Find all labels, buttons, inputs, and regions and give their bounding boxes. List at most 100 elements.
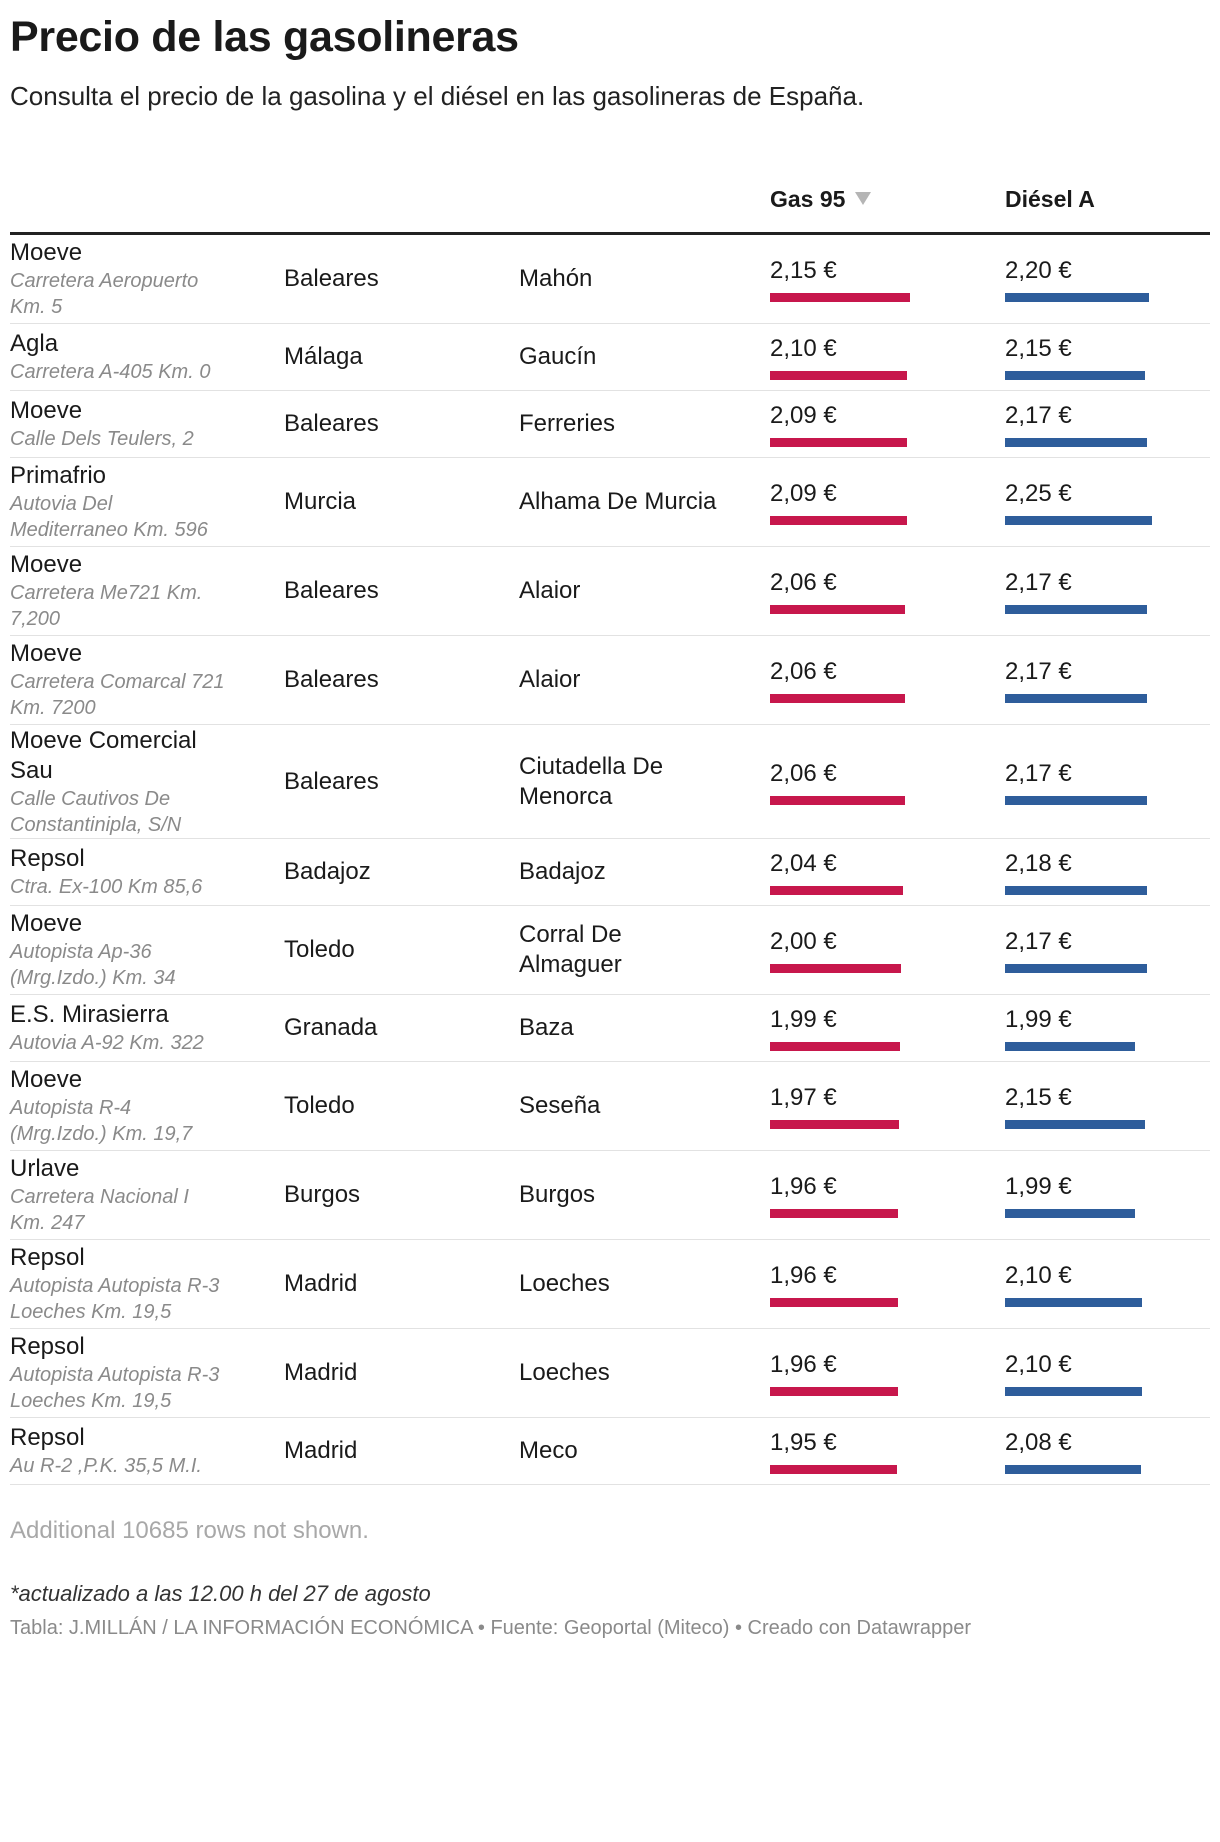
station-name: Repsol: [10, 1333, 85, 1360]
station-cell: Urlave Carretera Nacional I Km. 247: [10, 1154, 230, 1236]
station-address: Carretera A-405 Km. 0: [10, 361, 211, 383]
column-header-gas95-label: Gas 95: [770, 186, 846, 212]
town-cell: Corral De Almaguer: [519, 921, 622, 978]
station-cell: Repsol Autopista Autopista R-3 Loeches Km…: [10, 1332, 230, 1414]
town-cell: Alaior: [519, 666, 581, 693]
gas95-cell: 2,00 €: [770, 927, 970, 973]
province-cell: Toledo: [284, 936, 355, 963]
page-title: Precio de las gasolineras: [10, 13, 519, 61]
station-address: Carretera Me721 Km. 7,200: [10, 582, 203, 630]
diesel-value: 2,17 €: [1005, 928, 1072, 955]
station-address: Ctra. Ex-100 Km 85,6: [10, 876, 203, 898]
gas95-cell: 2,04 €: [770, 849, 970, 895]
diesel-value: 2,10 €: [1005, 1351, 1072, 1378]
station-name: Moeve: [10, 239, 83, 266]
gas95-value: 2,00 €: [770, 928, 837, 955]
gas95-cell: 2,06 €: [770, 759, 970, 805]
page-subtitle: Consulta el precio de la gasolina y el d…: [10, 81, 865, 111]
diesel-bar: [1005, 438, 1147, 447]
diesel-value: 2,17 €: [1005, 759, 1072, 787]
diesel-bar: [1005, 1209, 1135, 1218]
gas95-value: 1,96 €: [770, 1262, 837, 1289]
diesel-bar: [1005, 886, 1147, 895]
gas95-value: 1,97 €: [770, 1084, 837, 1111]
gas95-value: 1,99 €: [770, 1006, 837, 1033]
station-name: Moeve: [10, 1066, 83, 1093]
gas95-cell: 1,95 €: [770, 1428, 970, 1474]
gas95-bar: [770, 1387, 898, 1396]
table-row: Repsol Autopista Autopista R-3 Loeches Km…: [10, 1329, 1210, 1418]
town-cell: Loeches: [519, 1359, 610, 1386]
station-name: Repsol: [10, 1244, 85, 1271]
station-cell: E.S. Mirasierra Autovia A-92 Km. 322: [10, 1000, 230, 1056]
station-address: Autopista Autopista R-3 Loeches Km. 19,5: [10, 1364, 220, 1412]
diesel-cell: 2,10 €: [1005, 1350, 1205, 1396]
update-note: *actualizado a las 12.00 h del 27 de ago…: [10, 1581, 431, 1606]
chart-container: Precio de las gasolineras Consulta el pr…: [10, 13, 1220, 1639]
diesel-value: 2,17 €: [1005, 658, 1072, 685]
gas95-cell: 1,96 €: [770, 1172, 970, 1218]
diesel-value: 2,10 €: [1005, 1262, 1072, 1289]
table-row: Primafrio Autovia Del Mediterraneo Km. 59…: [10, 458, 1210, 547]
diesel-value: 1,99 €: [1005, 1006, 1072, 1033]
diesel-cell: 2,25 €: [1005, 479, 1205, 525]
diesel-value: 2,08 €: [1005, 1429, 1072, 1456]
station-cell: Moeve Carretera Comarcal 721 Km. 7200: [10, 639, 230, 721]
gas95-cell: 2,09 €: [770, 401, 970, 447]
province-cell: Málaga: [284, 343, 363, 370]
table-row: Repsol Autopista Autopista R-3 Loeches Km…: [10, 1240, 1210, 1329]
province-cell: Granada: [284, 1014, 378, 1041]
rows-not-shown-note: Additional 10685 rows not shown.: [10, 1517, 369, 1544]
gas95-bar: [770, 795, 905, 805]
station-name: Repsol: [10, 845, 85, 872]
diesel-bar: [1005, 1387, 1142, 1396]
province-cell: Baleares: [284, 577, 379, 604]
gas95-cell: 1,96 €: [770, 1261, 970, 1307]
table-row: Moeve Carretera Aeropuerto Km. 5 Baleares M…: [10, 235, 1210, 324]
diesel-bar: [1005, 293, 1149, 302]
diesel-value: 2,20 €: [1005, 257, 1072, 284]
diesel-cell: 2,17 €: [1005, 759, 1205, 805]
gas95-bar: [770, 516, 907, 525]
column-header-gas95[interactable]: Gas 95: [770, 186, 872, 213]
diesel-value: 1,99 €: [1005, 1173, 1072, 1200]
province-cell: Badajoz: [284, 858, 371, 885]
diesel-bar: [1005, 964, 1147, 973]
station-name: Moeve Comercial Sau: [10, 726, 197, 784]
diesel-bar: [1005, 1465, 1141, 1474]
station-name: Moeve: [10, 397, 83, 424]
station-cell: Repsol Autopista Autopista R-3 Loeches Km…: [10, 1243, 230, 1325]
gas95-bar: [770, 1298, 898, 1307]
diesel-cell: 1,99 €: [1005, 1005, 1205, 1051]
sort-descending-icon: [855, 192, 872, 206]
town-cell: Baza: [519, 1014, 574, 1041]
station-cell: Repsol Au R-2 ,P.K. 35,5 M.I.: [10, 1423, 230, 1479]
gas95-cell: 1,97 €: [770, 1083, 970, 1129]
province-cell: Baleares: [284, 666, 379, 693]
town-cell: Alaior: [519, 577, 581, 604]
table-row: Agla Carretera A-405 Km. 0 Málaga Gaucín 2,1…: [10, 324, 1210, 391]
diesel-bar: [1005, 1120, 1145, 1129]
town-cell: Alhama De Murcia: [519, 488, 717, 515]
station-name: Moeve: [10, 551, 83, 578]
diesel-bar: [1005, 516, 1152, 525]
gas95-cell: 1,99 €: [770, 1005, 970, 1051]
diesel-cell: 2,20 €: [1005, 256, 1205, 302]
province-cell: Madrid: [284, 1359, 358, 1386]
station-name: Moeve: [10, 640, 83, 667]
diesel-value: 2,25 €: [1005, 480, 1072, 507]
table-body: Moeve Carretera Aeropuerto Km. 5 Baleares M…: [10, 235, 1220, 1485]
table-row: Repsol Ctra. Ex-100 Km 85,6 Badajoz Badajoz…: [10, 839, 1210, 906]
diesel-cell: 2,18 €: [1005, 849, 1205, 895]
gas95-bar: [770, 886, 903, 895]
station-cell: Moeve Autopista Ap-36 (Mrg.Izdo.) Km. 34: [10, 909, 230, 991]
gas95-value: 2,09 €: [770, 402, 837, 429]
column-header-diesel[interactable]: Diésel A: [1005, 186, 1095, 213]
gas95-bar: [770, 1209, 898, 1218]
gas95-bar: [770, 964, 901, 973]
station-cell: Moeve Autopista R-4 (Mrg.Izdo.) Km. 19,7: [10, 1065, 230, 1147]
gas95-value: 2,15 €: [770, 257, 837, 284]
table-row: Moeve Carretera Comarcal 721 Km. 7200 Bale…: [10, 636, 1210, 725]
column-header-diesel-label: Diésel A: [1005, 186, 1095, 212]
gas95-bar: [770, 1042, 900, 1051]
